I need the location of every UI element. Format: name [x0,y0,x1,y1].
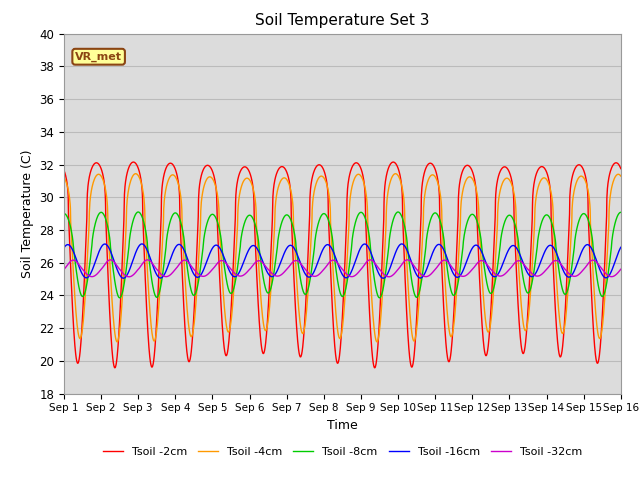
Tsoil -2cm [499,165,507,170]
Tsoil -2cm [111,365,119,371]
Tsoil -4cm [601,292,609,298]
Tsoil -16cm [138,241,146,247]
Tsoil -4cm [316,174,324,180]
Tsoil -2cm [601,255,609,261]
Tsoil -4cm [392,171,399,177]
Y-axis label: Soil Temperature (C): Soil Temperature (C) [20,149,34,278]
Tsoil -2cm [316,162,324,168]
Tsoil -2cm [617,166,625,171]
Tsoil -32cm [601,270,609,276]
Tsoil -16cm [331,253,339,259]
Tsoil -2cm [60,168,68,173]
Tsoil -8cm [60,211,68,216]
Tsoil -2cm [331,346,339,352]
Tsoil -32cm [602,270,609,276]
Tsoil -4cm [113,339,121,345]
Text: VR_met: VR_met [75,51,122,62]
Tsoil -16cm [602,275,609,281]
Tsoil -8cm [331,259,339,265]
Line: Tsoil -8cm: Tsoil -8cm [64,212,621,298]
Tsoil -16cm [88,267,96,273]
Tsoil -8cm [499,225,507,230]
Tsoil -4cm [602,288,609,294]
Title: Soil Temperature Set 3: Soil Temperature Set 3 [255,13,429,28]
Tsoil -2cm [88,164,96,169]
Tsoil -16cm [60,245,68,251]
Tsoil -2cm [602,249,609,254]
Tsoil -4cm [88,183,96,189]
Tsoil -8cm [88,236,96,242]
Tsoil -32cm [316,270,324,276]
Tsoil -4cm [617,173,625,179]
Tsoil -32cm [60,266,68,272]
Line: Tsoil -16cm: Tsoil -16cm [64,244,621,278]
Line: Tsoil -2cm: Tsoil -2cm [64,162,621,368]
Tsoil -8cm [116,295,124,300]
Tsoil -4cm [60,175,68,180]
Tsoil -8cm [316,215,324,221]
Tsoil -16cm [601,275,609,280]
Tsoil -8cm [394,209,402,215]
Tsoil -16cm [499,261,507,266]
Tsoil -4cm [499,179,507,185]
Tsoil -16cm [617,244,625,250]
Line: Tsoil -4cm: Tsoil -4cm [64,174,621,342]
Tsoil -32cm [144,257,152,263]
Tsoil -2cm [389,159,397,165]
Tsoil -32cm [499,273,507,278]
Tsoil -8cm [602,288,609,293]
Legend: Tsoil -2cm, Tsoil -4cm, Tsoil -8cm, Tsoil -16cm, Tsoil -32cm: Tsoil -2cm, Tsoil -4cm, Tsoil -8cm, Tsoi… [99,443,586,461]
Tsoil -32cm [331,258,339,264]
Tsoil -8cm [617,209,625,215]
Line: Tsoil -32cm: Tsoil -32cm [64,260,621,277]
Tsoil -32cm [385,274,392,280]
Tsoil -8cm [601,288,609,294]
Tsoil -16cm [316,253,324,259]
Tsoil -32cm [617,266,625,272]
Tsoil -16cm [380,276,387,281]
Tsoil -32cm [88,274,96,279]
X-axis label: Time: Time [327,419,358,432]
Tsoil -4cm [331,299,339,305]
